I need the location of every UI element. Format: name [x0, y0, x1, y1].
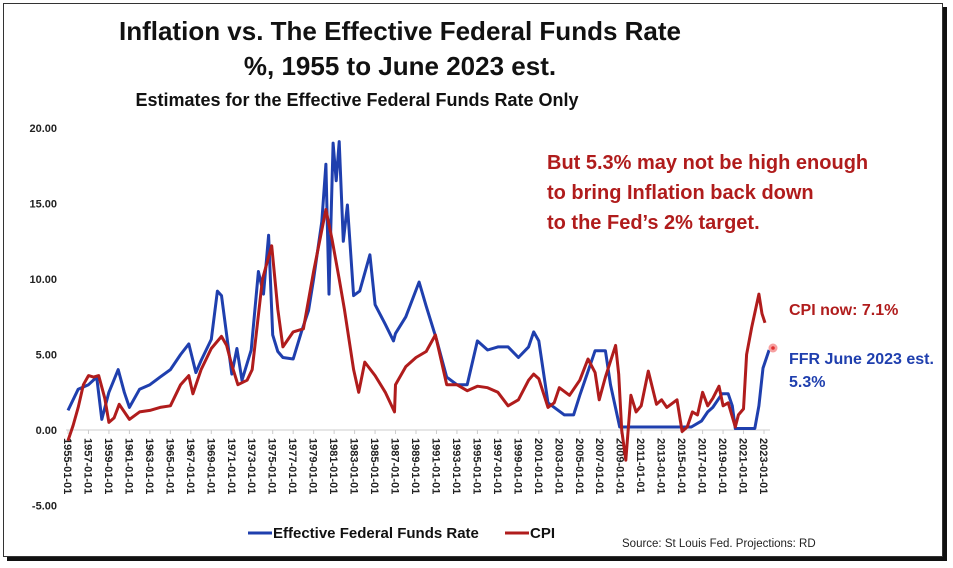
y-tick-label: 5.00	[36, 350, 57, 362]
x-tick-label: 2003-01-01	[552, 438, 564, 494]
x-tick-label: 2009-01-01	[614, 438, 626, 494]
x-tick-label: 1973-01-01	[245, 438, 257, 494]
x-tick-label: 1983-01-01	[348, 438, 360, 494]
chart-title-line2: %, 1955 to June 2023 est.	[244, 51, 556, 81]
x-tick-label: 2015-01-01	[675, 438, 687, 494]
series-line-cpi	[66, 208, 767, 462]
x-tick-label: 1965-01-01	[163, 438, 175, 494]
x-tick-label: 1993-01-01	[450, 438, 462, 494]
x-tick-label: 1963-01-01	[143, 438, 155, 494]
x-tick-label: 2005-01-01	[573, 438, 585, 494]
x-tick-label: 1987-01-01	[389, 438, 401, 494]
source-note: Source: St Louis Fed. Projections: RD	[622, 538, 816, 550]
x-tick-label: 1969-01-01	[204, 438, 216, 494]
y-tick-label: 20.00	[29, 123, 57, 135]
series-line-ffr	[66, 140, 771, 430]
x-tick-label: 1961-01-01	[122, 438, 134, 494]
x-tick-label: 2007-01-01	[593, 438, 605, 494]
x-tick-label: 1995-01-01	[470, 438, 482, 494]
x-tick-label: 1991-01-01	[429, 438, 441, 494]
x-tick-label: 1979-01-01	[307, 438, 319, 494]
y-tick-label: 0.00	[36, 425, 57, 437]
x-tick-label: 1959-01-01	[102, 438, 114, 494]
x-tick-label: 1981-01-01	[327, 438, 339, 494]
x-tick-label: 1989-01-01	[409, 438, 421, 494]
cpi-now-label: CPI now: 7.1%	[789, 302, 898, 319]
annotation-line-1: But 5.3% may not be high enough	[547, 152, 868, 174]
chart-title: Inflation vs. The Effective Federal Fund…	[119, 16, 681, 46]
x-tick-label: 2019-01-01	[716, 438, 728, 494]
x-tick-label: 1997-01-01	[491, 438, 503, 494]
legend-label-ffr: Effective Federal Funds Rate	[273, 525, 479, 542]
chart-frame	[3, 3, 943, 557]
x-tick-label: 2023-01-01	[757, 438, 769, 494]
x-tick-label: 2011-01-01	[634, 438, 646, 494]
x-tick-label: 1985-01-01	[368, 438, 380, 494]
y-tick-label: 10.00	[29, 274, 57, 286]
x-tick-label: 2001-01-01	[532, 438, 544, 494]
legend-label-cpi: CPI	[530, 525, 555, 542]
highlight-marker-center	[771, 346, 775, 350]
y-tick-label: -5.00	[32, 501, 57, 513]
y-tick-label: 15.00	[29, 199, 57, 211]
x-tick-label: 1975-01-01	[266, 438, 278, 494]
ffr-estimate-value: 5.3%	[789, 374, 825, 391]
annotation-line-3: to the Fed’s 2% target.	[547, 212, 760, 234]
x-tick-label: 1955-01-01	[61, 438, 73, 494]
x-tick-label: 1977-01-01	[286, 438, 298, 494]
x-tick-label: 1967-01-01	[184, 438, 196, 494]
x-tick-label: 1999-01-01	[511, 438, 523, 494]
x-tick-label: 1971-01-01	[225, 438, 237, 494]
annotation-line-2: to bring Inflation back down	[547, 182, 814, 204]
chart-subtitle: Estimates for the Effective Federal Fund…	[135, 90, 578, 110]
x-tick-label: 2013-01-01	[655, 438, 667, 494]
x-tick-label: 1957-01-01	[81, 438, 93, 494]
x-tick-label: 2021-01-01	[737, 438, 749, 494]
ffr-estimate-label: FFR June 2023 est.	[789, 351, 934, 368]
x-tick-label: 2017-01-01	[696, 438, 708, 494]
